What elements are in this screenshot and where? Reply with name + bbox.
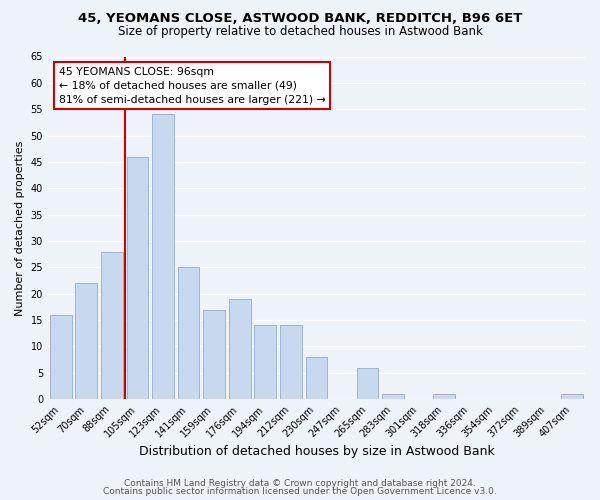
Bar: [152, 114, 174, 399]
Bar: [101, 252, 123, 399]
Text: 45, YEOMANS CLOSE, ASTWOOD BANK, REDDITCH, B96 6ET: 45, YEOMANS CLOSE, ASTWOOD BANK, REDDITC…: [78, 12, 522, 26]
Bar: [433, 394, 455, 399]
Y-axis label: Number of detached properties: Number of detached properties: [15, 140, 25, 316]
Bar: [254, 326, 276, 399]
Bar: [562, 394, 583, 399]
Text: 45 YEOMANS CLOSE: 96sqm
← 18% of detached houses are smaller (49)
81% of semi-de: 45 YEOMANS CLOSE: 96sqm ← 18% of detache…: [59, 67, 325, 105]
Bar: [357, 368, 379, 399]
Bar: [76, 283, 97, 399]
Text: Contains HM Land Registry data © Crown copyright and database right 2024.: Contains HM Land Registry data © Crown c…: [124, 478, 476, 488]
Text: Contains public sector information licensed under the Open Government Licence v3: Contains public sector information licen…: [103, 487, 497, 496]
Bar: [305, 357, 328, 399]
Bar: [127, 156, 148, 399]
Bar: [50, 315, 71, 399]
Bar: [178, 268, 199, 399]
Bar: [203, 310, 225, 399]
X-axis label: Distribution of detached houses by size in Astwood Bank: Distribution of detached houses by size …: [139, 444, 494, 458]
Bar: [382, 394, 404, 399]
Text: Size of property relative to detached houses in Astwood Bank: Size of property relative to detached ho…: [118, 25, 482, 38]
Bar: [280, 326, 302, 399]
Bar: [229, 299, 251, 399]
